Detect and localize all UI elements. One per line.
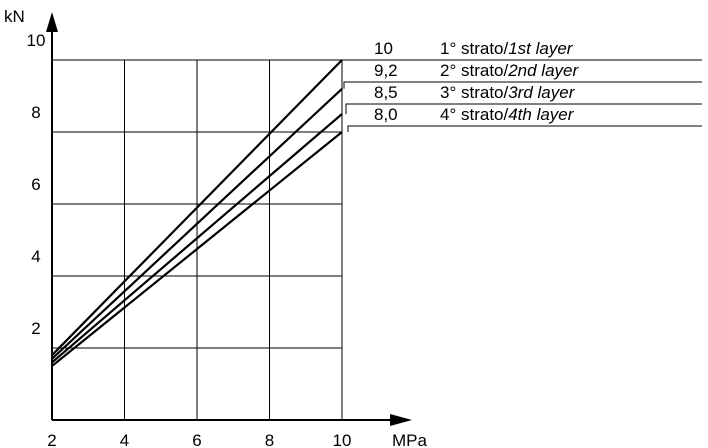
y-axis-unit: kN [4,7,25,26]
legend-leader-line [347,125,702,132]
legend-series-name-italic: 1st layer [508,39,574,58]
y-tick-labels: 2 4 6 8 10 [27,31,46,338]
y-tick-label: 6 [31,175,40,194]
series-line [51,131,343,367]
x-tick-labels: 2 4 6 8 10 [47,431,351,448]
legend-value: 9,2 [374,61,398,80]
y-tick-label: 10 [27,31,46,50]
legend-series-name-prefix: 1° strato/ [440,39,508,58]
x-tick-label: 6 [192,431,201,448]
x-tick-label: 8 [265,431,274,448]
legend-leader-line [345,103,702,114]
x-axis-unit: MPa [392,431,428,448]
y-tick-label: 8 [31,103,40,122]
series-line [51,59,343,356]
grid [52,59,343,420]
legend-series-name: 2° strato/2nd layer [440,61,579,80]
x-tick-label: 10 [333,431,352,448]
series-line [51,113,343,364]
legend-value: 8,5 [374,83,398,102]
legend-series-name: 1° strato/1st layer [440,39,574,58]
legend-value: 8,0 [374,105,398,124]
legend-leader-line [343,81,702,89]
legend-series-name: 4° strato/4th layer [440,105,575,124]
legend-series-name-italic: 4th layer [508,105,575,124]
y-tick-label: 2 [31,319,40,338]
legend-series-name: 3° strato/3rd layer [440,83,576,102]
y-axis-arrow [46,12,58,32]
y-tick-label: 4 [31,247,40,266]
legend-value: 10 [374,39,393,58]
legend-series-name-italic: 2nd layer [507,61,579,80]
axes: kN MPa [4,7,428,448]
series-line [51,87,343,360]
x-axis-arrow [390,414,412,426]
legend: 10 1° strato/1st layer 9,2 2° strato/2nd la… [342,39,702,132]
legend-series-name-italic: 3rd layer [508,83,575,102]
legend-series-name-prefix: 4° strato/ [440,105,508,124]
series-lines [51,59,343,367]
x-tick-label: 2 [47,431,56,448]
legend-series-name-prefix: 2° strato/ [440,61,508,80]
x-tick-label: 4 [120,431,129,448]
legend-series-name-prefix: 3° strato/ [440,83,508,102]
